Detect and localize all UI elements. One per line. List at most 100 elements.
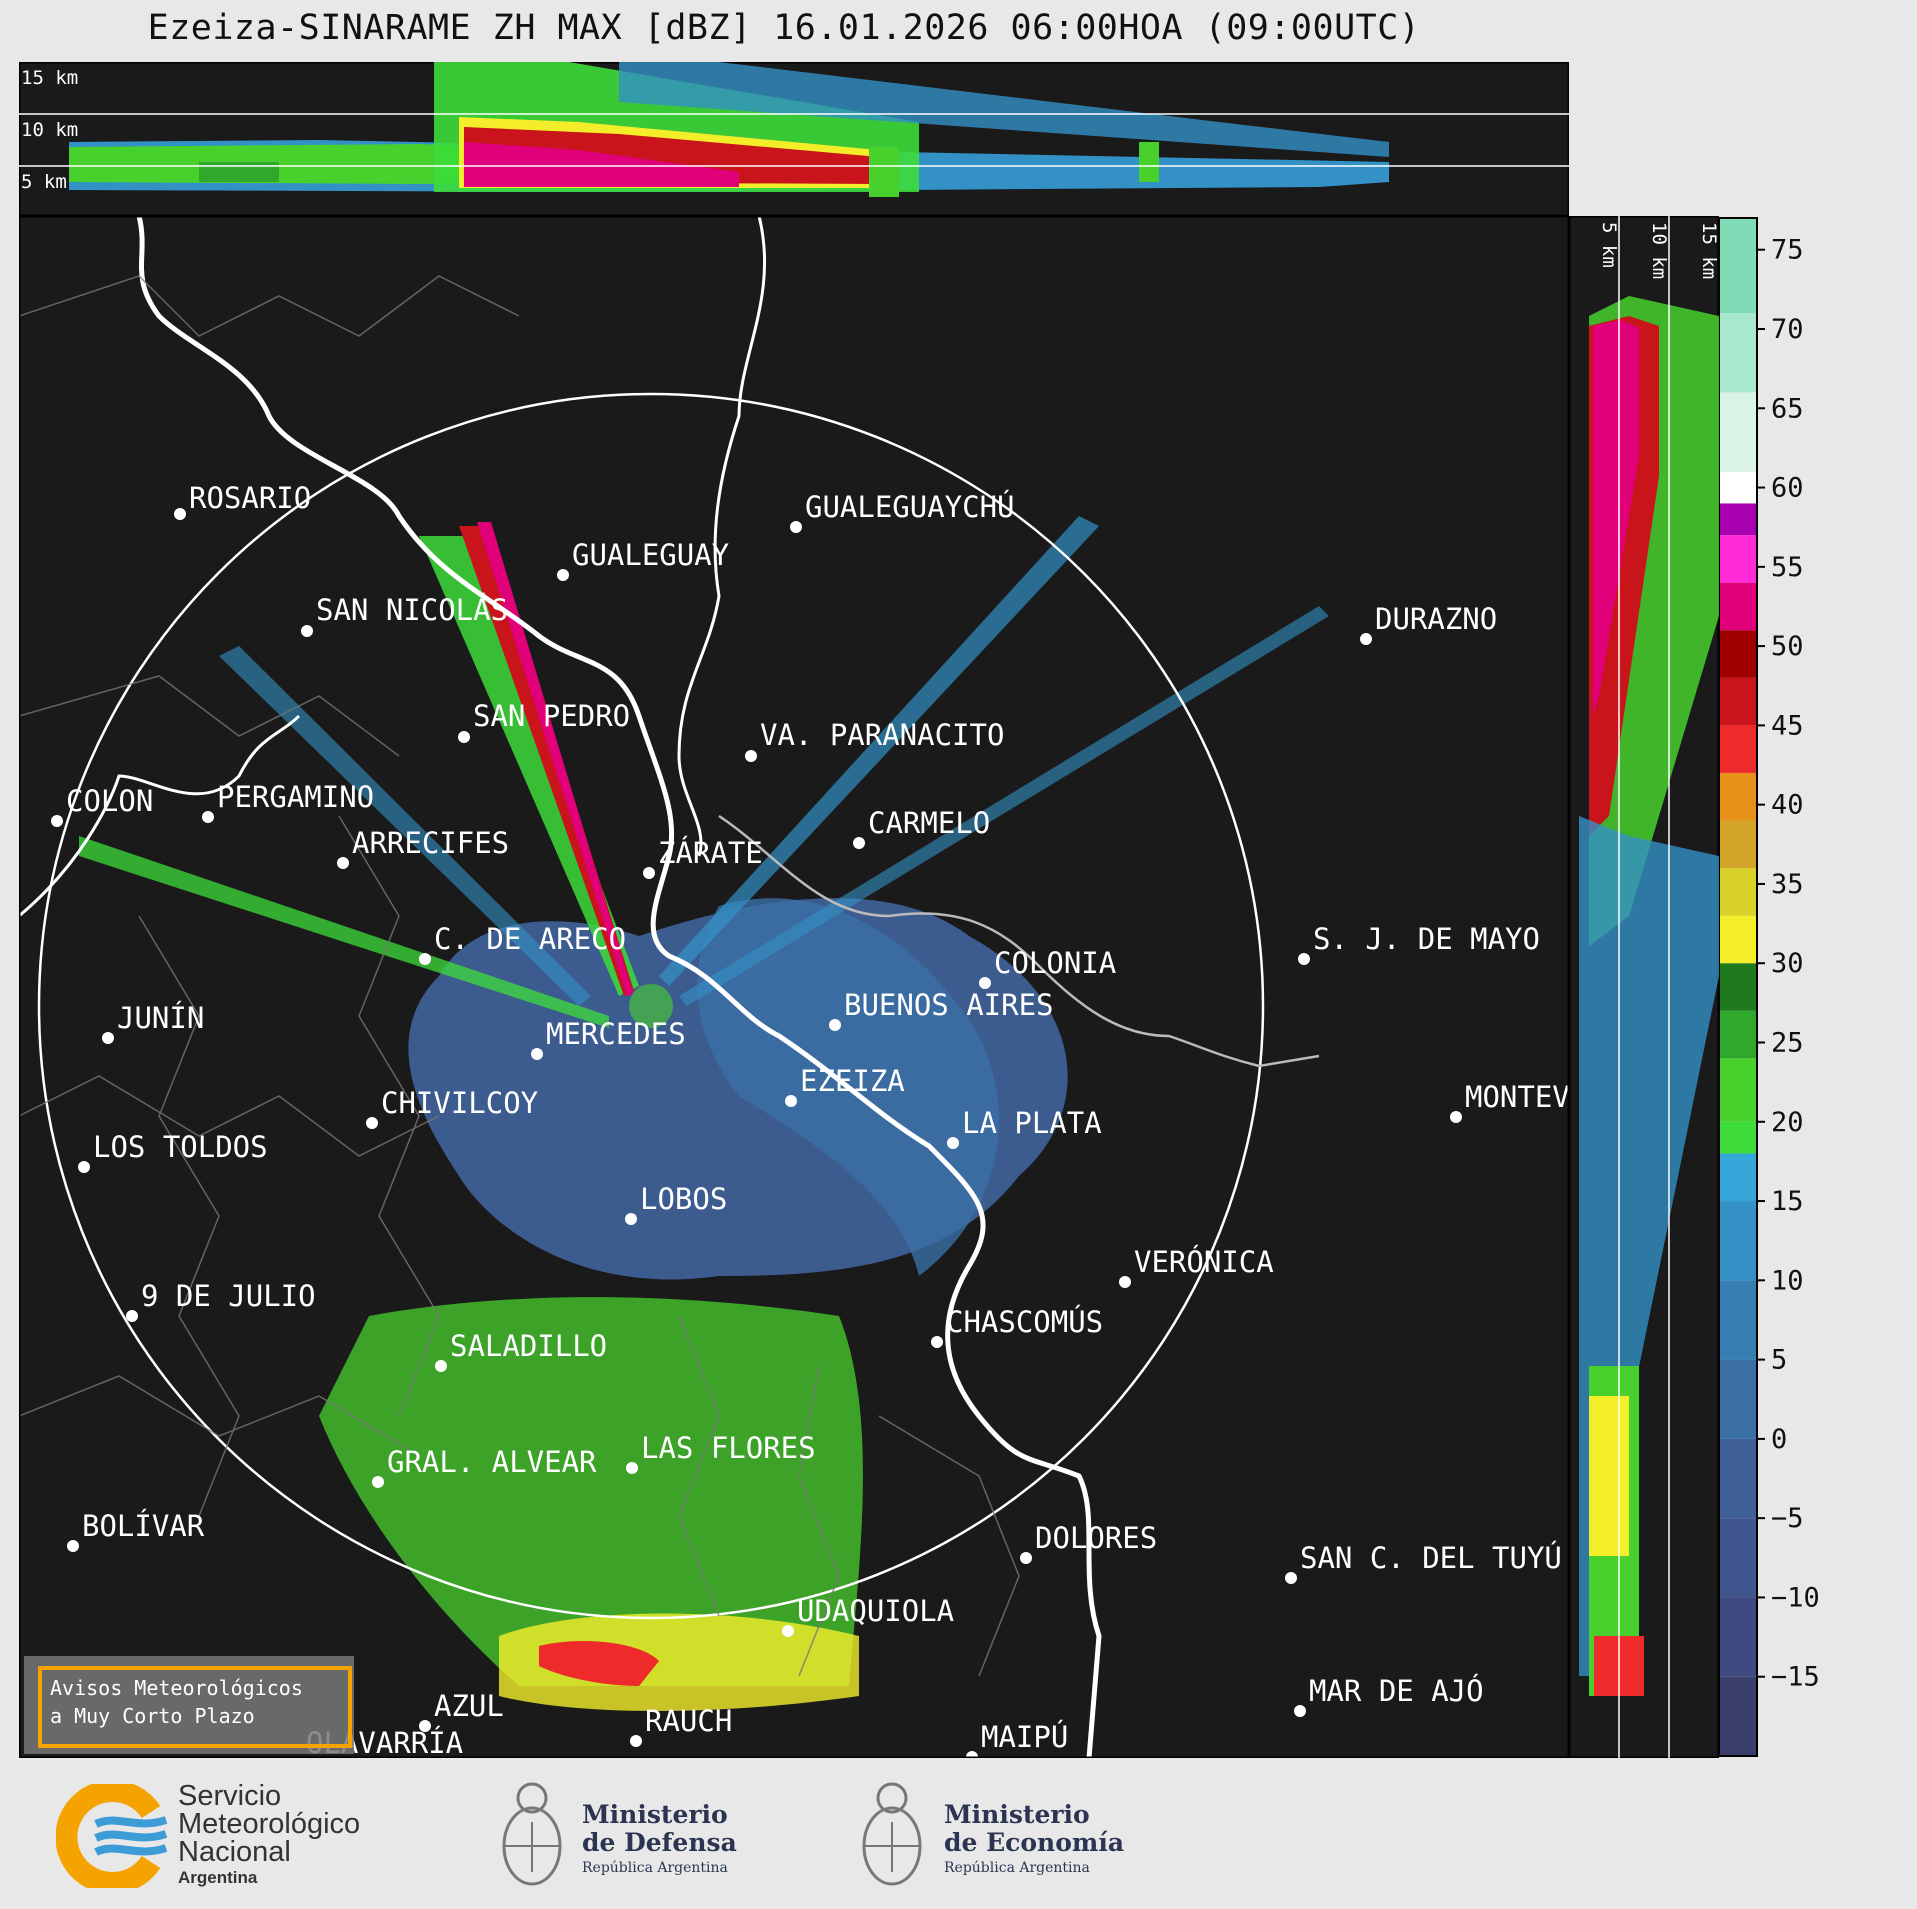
colorbar-band [1719, 1438, 1757, 1519]
city-udaquiola: UDAQUIOLA [782, 1594, 954, 1637]
city-label: CHIVILCOY [381, 1086, 538, 1120]
colorbar-tick-label: 50 [1771, 631, 1804, 662]
side-echo-band [1579, 296, 1719, 1696]
city-label: DURAZNO [1375, 602, 1497, 636]
city-chivilcoy: CHIVILCOY [366, 1086, 538, 1129]
city-lobos: LOBOS [625, 1182, 727, 1225]
colorbar-band [1719, 868, 1757, 916]
colorbar-tick-label: 55 [1771, 552, 1804, 583]
smn-line3: Nacional [178, 1836, 291, 1868]
economia-line1: Ministerio [944, 1800, 1090, 1829]
smn-line2: Meteorológico [178, 1808, 361, 1840]
colorbar-band [1719, 471, 1757, 504]
colorbar-band [1719, 535, 1757, 583]
city-label: C. DE ARECO [434, 922, 626, 956]
city-label: CHASCOMÚS [946, 1305, 1103, 1339]
city-label: LOBOS [640, 1182, 727, 1216]
colorbar-band [1719, 503, 1757, 536]
city-label: ROSARIO [189, 481, 311, 515]
city-las-flores: LAS FLORES [626, 1431, 816, 1474]
colorbar-tick-label: −10 [1771, 1582, 1820, 1613]
city-mar-de-ajo: MAR DE AJÓ [1294, 1674, 1484, 1717]
colorbar-band [1719, 1280, 1757, 1360]
warning-box[interactable]: Avisos Meteorológicos a Muy Corto Plazo [24, 1656, 354, 1754]
city-c-de-areco: C. DE ARECO [419, 922, 626, 965]
city-label: GRAL. ALVEAR [387, 1445, 597, 1479]
colorbar-band [1719, 1676, 1757, 1756]
city-sj-de-mayo: S. J. DE MAYO [1298, 922, 1540, 965]
colorbar-band [1719, 1058, 1757, 1122]
colorbar-band [1719, 313, 1757, 393]
top-height-5km: 5 km [21, 171, 67, 193]
colorbar-band [1719, 820, 1757, 869]
colorbar-tick-label: 20 [1771, 1107, 1804, 1138]
warning-link[interactable]: Avisos Meteorológicos a Muy Corto Plazo [38, 1666, 352, 1748]
coastline [136, 216, 1102, 1758]
city-label: COLON [66, 784, 153, 818]
defensa-line2: de Defensa [582, 1828, 737, 1857]
city-label: S. J. DE MAYO [1313, 922, 1540, 956]
city-label: UDAQUIOLA [797, 1594, 954, 1628]
city-label: GUALEGUAYCHÚ [805, 490, 1015, 524]
colorbar-band [1719, 1518, 1757, 1598]
city-label: LAS FLORES [641, 1431, 816, 1465]
smn-line4: Argentina [178, 1868, 258, 1887]
city-label: CARMELO [868, 806, 990, 840]
colorbar-tick-label: 70 [1771, 314, 1804, 345]
colorbar-tick-label: 25 [1771, 1027, 1804, 1058]
colorbar-band [1719, 915, 1757, 964]
colorbar-band [1719, 1121, 1757, 1154]
colorbar-tick-label: 40 [1771, 790, 1804, 821]
colorbar-band [1719, 582, 1757, 631]
city-montevideo: MONTEV [1450, 1080, 1569, 1123]
admin-borders [19, 275, 1020, 1677]
range-ring [37, 392, 1265, 1620]
city-label: RAUCH [645, 1704, 732, 1738]
city-gral-alvear: GRAL. ALVEAR [372, 1445, 597, 1488]
economia-line3: República Argentina [944, 1860, 1090, 1876]
city-veronica: VERÓNICA [1119, 1245, 1274, 1288]
city-label: DOLORES [1035, 1521, 1157, 1555]
colorbar-band [1719, 725, 1757, 773]
city-colonia: COLONIA [979, 946, 1116, 989]
city-gualeguaychu: GUALEGUAYCHÚ [790, 490, 1015, 533]
colorbar-bands [1719, 218, 1757, 1756]
radar-site-ezeiza: EZEIZA [785, 1064, 905, 1107]
top-cross-section: 15 km 10 km 5 km [19, 62, 1569, 216]
side-cross-section: 5 km 10 km 15 km [1569, 216, 1719, 1758]
city-rosario: ROSARIO [174, 481, 311, 520]
smn-line1: Servicio [178, 1780, 282, 1812]
radar-map[interactable]: ROSARIO GUALEGUAYCHÚ GUALEGUAY SAN NICOL… [19, 216, 1569, 1758]
footer: Servicio Meteorológico Nacional Argentin… [0, 1758, 1917, 1909]
city-label: JUNÍN [117, 1001, 204, 1035]
city-la-plata: LA PLATA [947, 1106, 1102, 1149]
city-label: SAN NICOLÁS [316, 593, 508, 627]
colorbar-band [1719, 677, 1757, 726]
city-san-pedro: SAN PEDRO [458, 699, 630, 743]
city-san-nicolas: SAN NICOLÁS [301, 593, 508, 637]
city-label: PERGAMINO [217, 780, 374, 814]
coat-of-arms-icon [502, 1782, 562, 1886]
colorbar-tick-label: 10 [1771, 1265, 1804, 1296]
colorbar-band [1719, 1010, 1757, 1059]
city-label: VA. PARANACITO [760, 718, 1004, 752]
city-labels: ROSARIO GUALEGUAYCHÚ GUALEGUAY SAN NICOL… [51, 481, 1569, 1758]
city-los-toldos: LOS TOLDOS [78, 1130, 268, 1173]
city-label: SALADILLO [450, 1329, 607, 1363]
colorbar-band [1719, 1201, 1757, 1281]
colorbar-tick-label: 65 [1771, 393, 1804, 424]
smn-logo-icon [56, 1784, 168, 1888]
defensa-line1: Ministerio [582, 1800, 728, 1829]
uruguay-border [718, 814, 1320, 1068]
city-label: COLONIA [994, 946, 1116, 980]
colorbar-band [1719, 392, 1757, 472]
side-height-15km: 15 km [1698, 222, 1719, 279]
top-height-10km: 10 km [21, 119, 78, 141]
city-pergamino: PERGAMINO [202, 780, 374, 823]
city-label: LOS TOLDOS [93, 1130, 268, 1164]
colorbar-tick-label: 5 [1771, 1345, 1787, 1376]
colorbar-tick-label: 30 [1771, 948, 1804, 979]
colorbar-band [1719, 1597, 1757, 1677]
city-label: MAIPÚ [981, 1720, 1068, 1754]
colorbar-band [1719, 1359, 1757, 1439]
